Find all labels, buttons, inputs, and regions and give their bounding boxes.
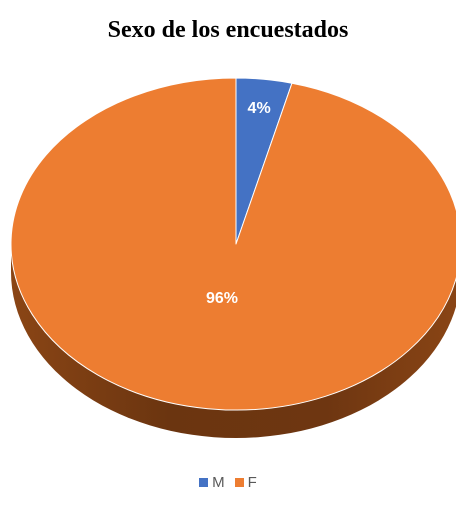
legend-item-f: F xyxy=(234,474,257,491)
legend-swatch-m xyxy=(199,478,209,487)
legend-swatch-f xyxy=(234,478,244,487)
data-label-f: 96% xyxy=(206,290,238,307)
legend-label-f: F xyxy=(247,474,257,491)
data-label-m: 4% xyxy=(248,100,271,117)
legend-item-m: M xyxy=(199,474,225,491)
legend: M F xyxy=(0,474,456,491)
pie-slice-f xyxy=(10,77,456,411)
chart-title: Sexo de los encuestados xyxy=(107,17,349,43)
legend-label-m: M xyxy=(212,474,225,491)
